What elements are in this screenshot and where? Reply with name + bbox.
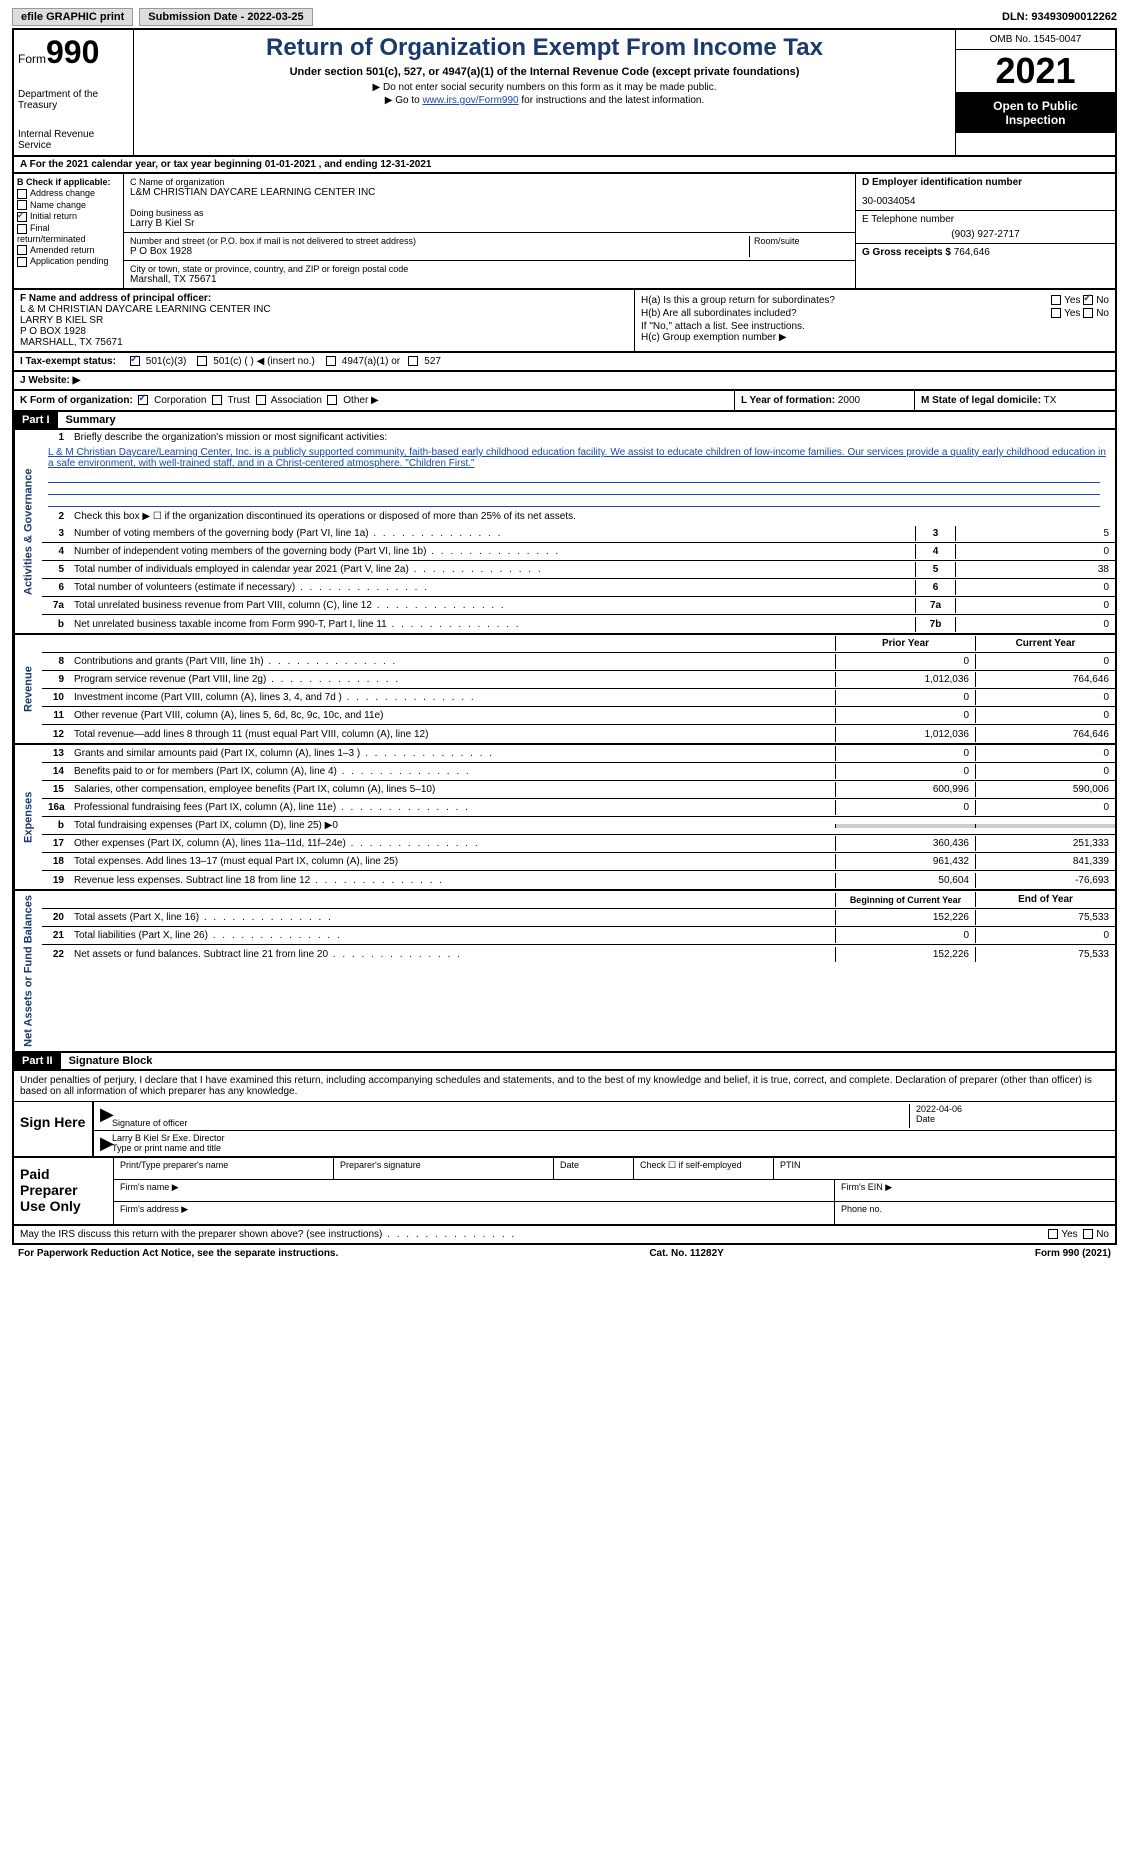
instruction-1: ▶ Do not enter social security numbers o… <box>142 82 947 93</box>
row-a: A For the 2021 calendar year, or tax yea… <box>12 157 1117 174</box>
ein-hdr: D Employer identification number <box>862 177 1109 188</box>
netassets-section: Net Assets or Fund Balances Beginning of… <box>12 891 1117 1053</box>
preparer-block: Paid Preparer Use Only Print/Type prepar… <box>12 1158 1117 1226</box>
signature-block: Under penalties of perjury, I declare th… <box>12 1071 1117 1158</box>
hb-yes[interactable] <box>1051 308 1061 318</box>
chk-4947[interactable] <box>326 356 336 366</box>
chk-pending[interactable] <box>17 257 27 267</box>
section-bcd: B Check if applicable: Address change Na… <box>12 174 1117 290</box>
vtab-netassets: Net Assets or Fund Balances <box>14 891 42 1051</box>
submission-btn[interactable]: Submission Date - 2022-03-25 <box>139 8 312 26</box>
org-name-hdr: C Name of organization <box>130 177 849 187</box>
chk-assoc[interactable] <box>256 395 266 405</box>
form-number: 990 <box>46 34 99 70</box>
col-h: H(a) Is this a group return for subordin… <box>635 290 1115 351</box>
ein: 30-0034054 <box>862 196 1109 207</box>
vtab-revenue: Revenue <box>14 635 42 743</box>
row-k: K Form of organization: Corporation Trus… <box>12 391 1117 412</box>
col-b: B Check if applicable: Address change Na… <box>14 174 124 288</box>
dba-hdr: Doing business as <box>130 208 849 218</box>
sign-here: Sign Here <box>14 1102 94 1156</box>
ha-yes[interactable] <box>1051 295 1061 305</box>
omb-no: OMB No. 1545-0047 <box>956 30 1115 50</box>
section-fh: F Name and address of principal officer:… <box>12 290 1117 353</box>
mission-text: L & M Christian Daycare/Learning Center,… <box>42 445 1115 471</box>
org-name: L&M CHRISTIAN DAYCARE LEARNING CENTER IN… <box>130 187 849 198</box>
form-label: Form <box>18 52 46 66</box>
col-d: D Employer identification number 30-0034… <box>855 174 1115 288</box>
street-hdr: Number and street (or P.O. box if mail i… <box>130 236 749 246</box>
discuss-yes[interactable] <box>1048 1229 1058 1239</box>
chk-other[interactable] <box>327 395 337 405</box>
dln: DLN: 93493090012262 <box>1002 11 1117 23</box>
part1-header: Part I Summary <box>12 412 1117 430</box>
form-title: Return of Organization Exempt From Incom… <box>142 34 947 62</box>
dept-treasury: Department of the Treasury <box>18 89 129 111</box>
ha-no[interactable] <box>1083 295 1093 305</box>
open-public: Open to Public Inspection <box>956 93 1115 133</box>
chk-address[interactable] <box>17 189 27 199</box>
city-hdr: City or town, state or province, country… <box>130 264 849 274</box>
row-i: I Tax-exempt status: 501(c)(3) 501(c) ( … <box>12 353 1117 372</box>
irs-label: Internal Revenue Service <box>18 129 129 151</box>
part2-header: Part II Signature Block <box>12 1053 1117 1071</box>
chk-initial[interactable] <box>17 212 27 222</box>
tax-year: 2021 <box>956 50 1115 93</box>
gross-hdr: G Gross receipts $ <box>862 247 951 258</box>
chk-501c[interactable] <box>197 356 207 366</box>
gross: 764,646 <box>954 247 990 258</box>
street: P O Box 1928 <box>130 246 749 257</box>
city: Marshall, TX 75671 <box>130 274 849 285</box>
chk-501c3[interactable] <box>130 356 140 366</box>
instruction-2: ▶ Go to www.irs.gov/Form990 for instruct… <box>142 95 947 106</box>
chk-527[interactable] <box>408 356 418 366</box>
room-hdr: Room/suite <box>754 236 849 246</box>
revenue-section: Revenue Prior YearCurrent Year 8Contribu… <box>12 635 1117 745</box>
form990-link[interactable]: www.irs.gov/Form990 <box>422 95 518 106</box>
row-j: J Website: ▶ <box>12 372 1117 391</box>
chk-amended[interactable] <box>17 245 27 255</box>
discuss-no[interactable] <box>1083 1229 1093 1239</box>
chk-corp[interactable] <box>138 395 148 405</box>
col-f: F Name and address of principal officer:… <box>14 290 635 351</box>
vtab-expenses: Expenses <box>14 745 42 889</box>
discuss-row: May the IRS discuss this return with the… <box>12 1226 1117 1245</box>
form-header: Form990 Department of the Treasury Inter… <box>12 30 1117 157</box>
efile-btn[interactable]: efile GRAPHIC print <box>12 8 133 26</box>
tel: (903) 927-2717 <box>862 229 1109 240</box>
chk-final[interactable] <box>17 224 27 234</box>
top-bar: efile GRAPHIC print Submission Date - 20… <box>12 8 1117 30</box>
paid-preparer: Paid Preparer Use Only <box>14 1158 114 1224</box>
tel-hdr: E Telephone number <box>862 214 1109 225</box>
hb-no[interactable] <box>1083 308 1093 318</box>
expenses-section: Expenses 13Grants and similar amounts pa… <box>12 745 1117 891</box>
page-footer: For Paperwork Reduction Act Notice, see … <box>12 1245 1117 1262</box>
dba-name: Larry B Kiel Sr <box>130 218 849 229</box>
col-c: C Name of organization L&M CHRISTIAN DAY… <box>124 174 855 288</box>
col-b-hdr: B Check if applicable: <box>17 177 120 187</box>
chk-name[interactable] <box>17 200 27 210</box>
vtab-governance: Activities & Governance <box>14 430 42 633</box>
chk-trust[interactable] <box>212 395 222 405</box>
form-subtitle: Under section 501(c), 527, or 4947(a)(1)… <box>142 66 947 78</box>
governance-section: Activities & Governance 1Briefly describ… <box>12 430 1117 635</box>
